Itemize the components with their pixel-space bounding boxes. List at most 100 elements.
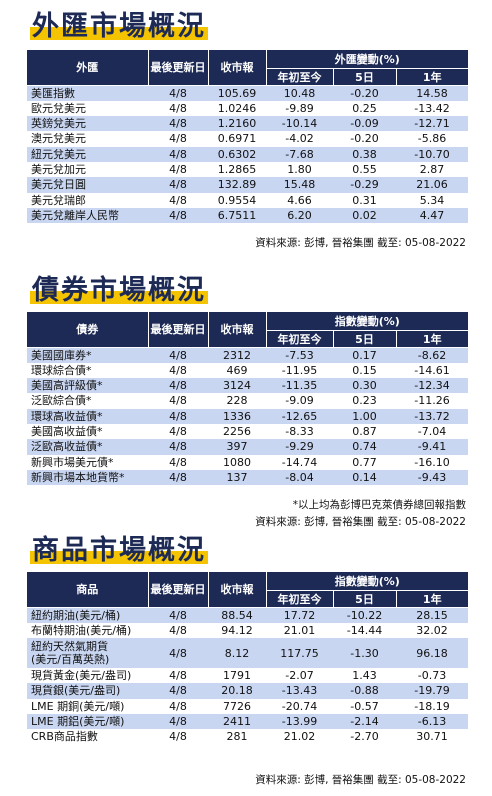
row-close: 20.18 xyxy=(208,683,266,699)
bond-source: 資料來源: 彭博, 晉裕集團 截至: 05-08-2022 xyxy=(255,516,466,528)
row-name: 紐約天然氣期貨 (美元/百萬英熱) xyxy=(27,638,148,669)
row-5d: 0.14 xyxy=(333,469,396,486)
row-date: 4/8 xyxy=(148,177,208,193)
row-close: 105.69 xyxy=(208,85,266,101)
row-5d: -0.20 xyxy=(333,85,396,101)
row-1y: -5.86 xyxy=(417,132,447,146)
row-ytd: 10.48 xyxy=(266,85,333,101)
row-close: 2411 xyxy=(208,713,266,730)
row-name: CRB商品指數 xyxy=(31,730,98,744)
row-5d: 0.87 xyxy=(352,424,377,438)
row-close: 88.54 xyxy=(208,607,266,623)
row-close: 6.7511 xyxy=(208,207,266,224)
row-close: 1.2160 xyxy=(208,116,266,132)
row-ytd: 117.75 xyxy=(266,638,333,669)
row-ytd: -11.95 xyxy=(281,363,318,377)
fx-header-name: 外匯 xyxy=(27,50,149,86)
table-row: 美元兌日圓 4/8 132.89 15.48 -0.29 21.06 xyxy=(27,177,468,193)
table-row: 新興市場美元債* 4/8 1080 -14.74 0.77 -16.10 xyxy=(27,455,468,470)
row-date: 4/8 xyxy=(169,394,187,408)
row-close: 469 xyxy=(226,363,248,377)
table-row: 英鎊兌美元 4/8 1.2160 -10.14 -0.09 -12.71 xyxy=(27,116,468,132)
table-row: LME 期銅(美元/噸) 4/8 7726 -20.74 -0.57 -18.19 xyxy=(27,699,468,714)
row-name: 歐元兌美元 xyxy=(31,101,86,115)
row-date: 4/8 xyxy=(169,669,187,683)
row-date: 4/8 xyxy=(148,116,208,132)
row-1y: 96.18 xyxy=(396,638,468,669)
bond-header-change-group: 指數變動(%) xyxy=(266,312,468,331)
table-row: 美國國庫券* 4/8 2312 -7.53 0.17 -8.62 xyxy=(27,347,468,363)
row-date: 4/8 xyxy=(148,408,208,424)
row-date: 4/8 xyxy=(169,101,187,115)
row-5d: 0.30 xyxy=(333,378,396,394)
bond-header-name: 債券 xyxy=(27,312,149,348)
row-ytd: 6.20 xyxy=(266,207,333,224)
table-row: 美國高評級債* 4/8 3124 -11.35 0.30 -12.34 xyxy=(27,378,468,394)
row-close: 1080 xyxy=(223,455,251,469)
row-1y: 21.06 xyxy=(396,177,468,193)
row-5d: -0.09 xyxy=(333,116,396,132)
row-ytd: -14.74 xyxy=(281,455,318,469)
row-1y: 4.47 xyxy=(396,207,468,224)
row-ytd: -8.04 xyxy=(266,469,333,486)
commodity-header-change-group: 指數變動(%) xyxy=(266,572,468,591)
table-row: 紐約天然氣期貨 (美元/百萬英熱) 4/8 8.12 117.75 -1.30 96.18 xyxy=(27,638,468,669)
row-ytd: -9.89 xyxy=(285,101,314,115)
row-1y: -9.43 xyxy=(396,469,468,486)
row-close: 281 xyxy=(226,730,248,744)
bond-header-close: 收市報 xyxy=(208,312,267,348)
row-name: 美匯指數 xyxy=(27,85,148,101)
row-name: 新興市場本地貨幣* xyxy=(27,469,148,486)
row-name: 紐元兌美元 xyxy=(27,146,148,162)
row-name: 英鎊兌美元 xyxy=(27,116,148,132)
row-close: 3124 xyxy=(208,378,266,394)
row-date: 4/8 xyxy=(148,146,208,162)
row-close: 0.9554 xyxy=(217,193,257,207)
row-1y: 28.15 xyxy=(396,607,468,623)
row-name: 澳元兌美元 xyxy=(31,132,86,146)
row-5d: 0.17 xyxy=(333,347,396,363)
row-name: 環球高收益債* xyxy=(27,408,148,424)
row-close: 137 xyxy=(208,469,266,486)
row-1y: -12.71 xyxy=(396,116,468,132)
table-row: 美國高收益債* 4/8 2256 -8.33 0.87 -7.04 xyxy=(27,424,468,439)
row-ytd: 17.72 xyxy=(266,607,333,623)
row-name: 現貨銀(美元/盎司) xyxy=(27,683,148,699)
row-date: 4/8 xyxy=(148,378,208,394)
bond-header-date: 最後更新日 xyxy=(148,312,209,348)
bond-section-title: 債券市場概況 xyxy=(30,274,208,308)
fx-header-change-group: 外匯變動(%) xyxy=(266,50,468,69)
row-1y: -12.34 xyxy=(396,378,468,394)
table-row: 紐約期油(美元/桶) 4/8 88.54 17.72 -10.22 28.15 xyxy=(27,607,468,623)
row-date: 4/8 xyxy=(148,683,208,699)
row-5d: 0.77 xyxy=(352,455,377,469)
fx-table: 外匯 最後更新日 收市報 外匯變動(%) 年初至今 5日 1年 美匯指數 4/8 1… xyxy=(27,50,468,224)
row-5d: -14.44 xyxy=(346,623,383,637)
row-close: 0.6971 xyxy=(217,132,257,146)
row-1y: -6.13 xyxy=(396,713,468,730)
row-1y: -0.73 xyxy=(417,669,447,683)
row-5d: -0.88 xyxy=(333,683,396,699)
table-row: 美元兌加元 4/8 1.2865 1.80 0.55 2.87 xyxy=(27,162,468,177)
row-1y: 2.87 xyxy=(419,162,445,176)
row-5d: 1.43 xyxy=(352,669,377,683)
row-close: 132.89 xyxy=(208,177,266,193)
row-1y: -11.26 xyxy=(414,394,450,408)
row-close: 94.12 xyxy=(221,623,253,637)
row-5d: 0.02 xyxy=(333,207,396,224)
row-date: 4/8 xyxy=(148,347,208,363)
row-name: LME 期銅(美元/噸) xyxy=(31,699,125,713)
row-1y: -9.41 xyxy=(396,439,468,455)
row-ytd: -2.07 xyxy=(285,669,314,683)
row-5d: -0.57 xyxy=(350,699,379,713)
table-row: 環球高收益債* 4/8 1336 -12.65 1.00 -13.72 xyxy=(27,408,468,424)
row-1y: 14.58 xyxy=(396,85,468,101)
commodity-section-title: 商品市場概況 xyxy=(30,534,208,568)
row-5d: -1.30 xyxy=(333,638,396,669)
commodity-header-1y: 1年 xyxy=(396,590,468,608)
row-ytd: -7.68 xyxy=(266,146,333,162)
table-row: 歐元兌美元 4/8 1.0246 -9.89 0.25 -13.42 xyxy=(27,101,468,116)
row-name: 泛歐高收益債* xyxy=(27,439,148,455)
row-date: 4/8 xyxy=(169,623,187,637)
row-name: 布蘭特期油(美元/桶) xyxy=(31,623,132,637)
